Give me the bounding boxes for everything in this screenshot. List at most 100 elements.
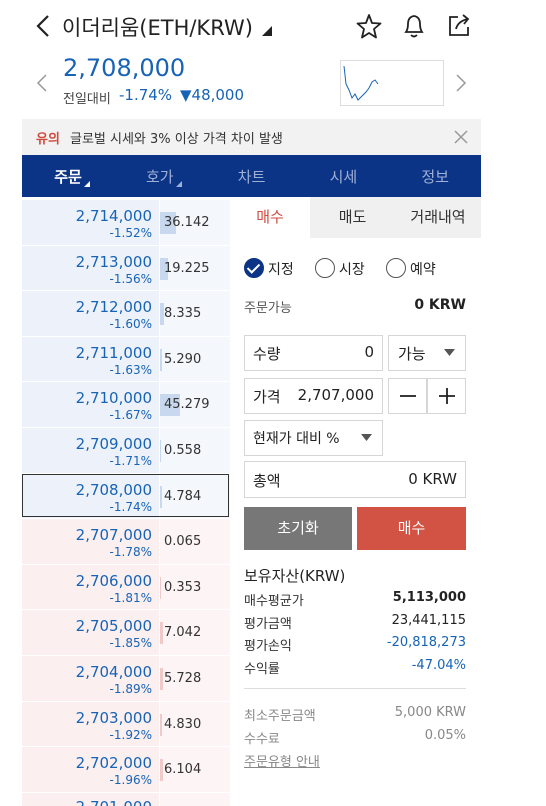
orderbook-rate: -1.52%	[109, 226, 152, 240]
radio-button[interactable]	[315, 258, 335, 278]
orderbook-rate: -1.78%	[109, 545, 152, 560]
minus-icon	[400, 395, 416, 397]
orderbook-price-cell[interactable]	[22, 245, 159, 291]
back-button[interactable]	[36, 14, 50, 38]
orderbook-price[interactable]: 2,701,000	[22, 798, 152, 806]
price-label: 가격	[253, 388, 281, 406]
radio-button[interactable]	[244, 258, 264, 278]
orderbook-price-cell[interactable]	[22, 291, 159, 336]
holdings-value: -47.04%	[411, 657, 466, 673]
orderbook-price-cell[interactable]	[22, 473, 159, 519]
main-tab[interactable]: 차트	[237, 168, 266, 186]
orderbook-price[interactable]: 2,708,000	[75, 480, 152, 499]
orderbook-price[interactable]: 2,706,000	[75, 571, 152, 590]
main-tab[interactable]: 호가	[145, 168, 174, 186]
orderbook-price[interactable]: 2,702,000	[75, 754, 152, 773]
orderbook-price[interactable]: 2,712,000	[75, 298, 152, 317]
orderbook-price-cell[interactable]	[22, 382, 159, 427]
volume-bar	[160, 713, 163, 736]
radio-button[interactable]	[386, 258, 406, 278]
orderbook-price[interactable]: 2,707,000	[75, 526, 152, 545]
orderbook-price[interactable]: 2,710,000	[75, 389, 152, 408]
current-price: 2,708,000	[63, 54, 186, 82]
market-title[interactable]: 이더리움(ETH/KRW)	[62, 16, 253, 40]
orderbook-rate: -1.56%	[109, 271, 152, 286]
price-plus-button[interactable]	[427, 378, 466, 414]
notice-close[interactable]	[454, 130, 468, 144]
price-input[interactable]	[244, 378, 383, 414]
orderbook-price[interactable]: 2,711,000	[75, 343, 152, 362]
orderbook-price-cell[interactable]	[22, 747, 159, 792]
orderbook-volume: 4.830	[164, 716, 202, 732]
quantity-input[interactable]	[244, 335, 383, 371]
mini-chart[interactable]	[340, 60, 444, 106]
change-rate: -1.74%	[119, 86, 173, 104]
orderbook-rate: -1.71%	[109, 454, 152, 468]
orderbook-price-cell[interactable]	[22, 519, 159, 564]
orderbook-price-cell[interactable]	[22, 428, 159, 473]
price-value: 2,707,000	[297, 386, 374, 404]
divider	[244, 688, 466, 689]
volume-bar	[160, 668, 163, 690]
orderbook-price-cell[interactable]	[22, 656, 159, 701]
orderbook-price[interactable]: 2,705,000	[75, 617, 152, 636]
orderbook-price[interactable]: 2,709,000	[75, 435, 152, 453]
alarm-button[interactable]	[402, 12, 426, 40]
reset-button[interactable]: 초기화	[244, 507, 352, 550]
orderbook-price[interactable]: 2,703,000	[75, 708, 152, 727]
buy-button[interactable]: 매수	[357, 507, 466, 550]
orderbook-price-cell[interactable]	[22, 336, 159, 382]
orderbook-price[interactable]: 2,713,000	[75, 252, 152, 271]
orderbook-price[interactable]: 2,704,000	[75, 663, 152, 681]
radio-label[interactable]: 지정	[268, 262, 294, 278]
info-value: 0.05%	[424, 728, 466, 743]
orderbook-volume: 7.042	[164, 625, 202, 641]
order-tab[interactable]: 매수	[230, 197, 310, 238]
quantity-select-label: 가능	[398, 345, 426, 363]
orderbook-rate: -1.63%	[109, 362, 152, 377]
main-tab[interactable]: 주문	[54, 168, 82, 186]
orderbook-volume-cell	[160, 336, 230, 382]
radio-label[interactable]: 예약	[410, 262, 436, 278]
total-label: 총액	[253, 472, 281, 490]
main-tab[interactable]: 정보	[421, 168, 449, 186]
volume-bar	[160, 622, 164, 645]
percent-select[interactable]	[244, 420, 383, 456]
holdings-value: 5,113,000	[392, 590, 466, 605]
prev-market[interactable]	[36, 74, 47, 92]
orderbook-price-cell[interactable]	[22, 200, 159, 245]
orderbook-price-cell[interactable]	[22, 564, 159, 610]
orderbook-rate: -1.74%	[109, 499, 152, 514]
orderbook-price-cell[interactable]	[22, 701, 159, 747]
radio-label[interactable]: 시장	[339, 262, 365, 278]
holdings-label: 평가손익	[244, 639, 292, 654]
orderbook-price[interactable]: 2,714,000	[75, 207, 152, 225]
orderbook-volume-cell	[160, 473, 230, 519]
quantity-select[interactable]	[388, 335, 466, 371]
volume-bar	[160, 485, 163, 508]
orderbook-rate: -1.92%	[109, 727, 152, 742]
holdings-label: 평가금액	[244, 616, 292, 632]
share-button[interactable]	[446, 13, 472, 39]
available-label: 주문가능	[244, 301, 292, 316]
order-tab[interactable]: 거래내역	[395, 197, 481, 238]
orderbook-rate: -1.60%	[109, 317, 152, 332]
dropdown-icon	[444, 349, 455, 356]
total-input[interactable]	[244, 461, 466, 498]
orderbook-volume-cell	[160, 428, 230, 473]
orderbook-volume-cell	[160, 792, 230, 806]
holdings-label: 매수평균가	[244, 594, 304, 609]
title-dropdown-icon[interactable]	[262, 26, 272, 36]
next-market[interactable]	[456, 74, 467, 92]
main-tab[interactable]: 시세	[329, 168, 358, 186]
order-type-guide-link[interactable]: 주문유형 안내	[244, 755, 320, 770]
tab-dropdown-mark	[175, 181, 182, 187]
orderbook-volume: 0.353	[164, 579, 202, 595]
orderbook-price-cell[interactable]	[22, 610, 159, 655]
order-tab[interactable]: 매도	[310, 197, 395, 238]
orderbook-volume: 5.290	[164, 351, 202, 367]
change-label: 전일대비	[63, 92, 111, 107]
volume-bar	[160, 212, 176, 234]
favorite-button[interactable]	[356, 13, 382, 39]
